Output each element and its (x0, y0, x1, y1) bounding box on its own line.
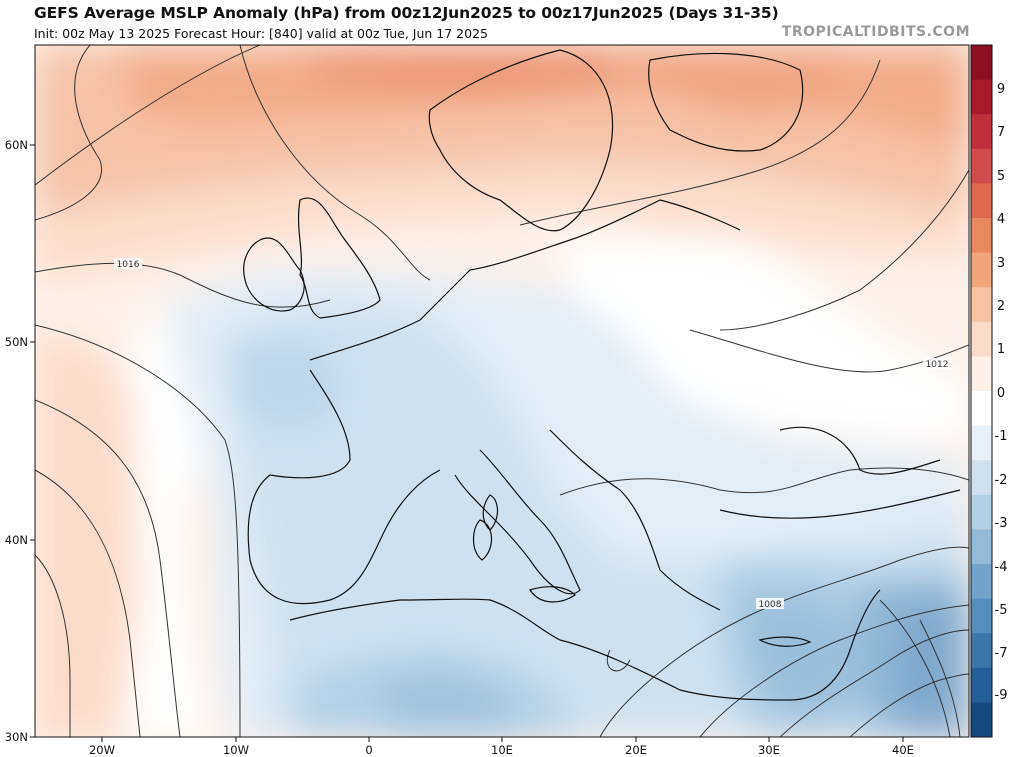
lon-label: 30E (758, 743, 780, 757)
contour-label-bg (114, 258, 142, 269)
colorbar-swatch (971, 287, 992, 323)
colorbar-label: 4 (997, 212, 1005, 227)
colorbar-swatch (971, 114, 992, 150)
colorbar-label: -5 (995, 603, 1008, 618)
lon-label: 20E (625, 743, 647, 757)
colorbar-label: 2 (997, 299, 1005, 314)
colorbar-label: 9 (997, 82, 1005, 97)
colorbar-label: 1 (997, 342, 1005, 357)
anomaly-field (35, 45, 969, 737)
colorbar-frame (970, 44, 993, 738)
contour-label-bg (756, 598, 784, 609)
lon-label: 40E (892, 743, 914, 757)
colorbar-swatch (971, 460, 992, 496)
colorbar-swatch (971, 356, 992, 392)
colorbar-swatch (971, 633, 992, 669)
colorbar-swatch (971, 598, 992, 634)
lon-label: 10W (223, 743, 249, 757)
colorbar-label: -3 (995, 516, 1008, 531)
contour-label: 1012 (926, 360, 949, 370)
colorbar-label: -9 (995, 688, 1008, 703)
lat-label: 30N (5, 730, 28, 744)
colorbar-label: -4 (995, 560, 1008, 575)
lon-label: 0 (365, 743, 372, 757)
colorbar-swatch (971, 183, 992, 219)
coastlines (243, 49, 961, 701)
colorbar-swatch (971, 494, 992, 530)
contour-label-bg (923, 358, 951, 369)
colorbar-swatch (971, 79, 992, 115)
colorbar-swatch (971, 218, 992, 254)
colorbar-label: 0 (997, 386, 1005, 401)
latitude-axis: 60N 50N 40N 30N (5, 138, 35, 744)
isobar-contours (35, 45, 969, 737)
colorbar-swatch (971, 148, 992, 184)
colorbar-label: -7 (995, 646, 1008, 661)
colorbar-swatch (971, 564, 992, 600)
colorbar-swatch (971, 667, 992, 703)
colorbar-swatch (971, 321, 992, 357)
colorbar-swatch (971, 45, 992, 81)
colorbar-label: 7 (997, 125, 1005, 140)
contour-label: 1016 (117, 260, 140, 270)
map-title: GEFS Average MSLP Anomaly (hPa) from 00z… (34, 4, 779, 22)
colorbar: 9 7 5 4 3 2 1 0 -1 -2 -3 -4 -5 -7 -9 (970, 44, 1008, 738)
lat-label: 60N (5, 138, 28, 152)
lon-label: 20W (89, 743, 115, 757)
colorbar-swatch (971, 391, 992, 427)
colorbar-label: 5 (997, 169, 1005, 184)
colorbar-swatch (971, 425, 992, 461)
contour-label: 1008 (759, 600, 782, 610)
map-subtitle: Init: 00z May 13 2025 Forecast Hour: [84… (34, 26, 488, 41)
colorbar-swatch (971, 702, 992, 738)
colorbar-swatch (971, 252, 992, 288)
colorbar-label: -2 (995, 473, 1008, 488)
brand-watermark: TROPICALTIDBITS.COM (781, 24, 970, 40)
lon-label: 10E (491, 743, 513, 757)
colorbar-label: 3 (997, 256, 1005, 271)
colorbar-swatch (971, 529, 992, 565)
contour-labels: 1016 1012 1008 (114, 258, 951, 610)
longitude-axis: 20W 10W 0 10E 20E 30E 40E (89, 737, 914, 757)
colorbar-label: -1 (995, 429, 1008, 444)
lat-label: 50N (5, 335, 28, 349)
lat-label: 40N (5, 533, 28, 547)
